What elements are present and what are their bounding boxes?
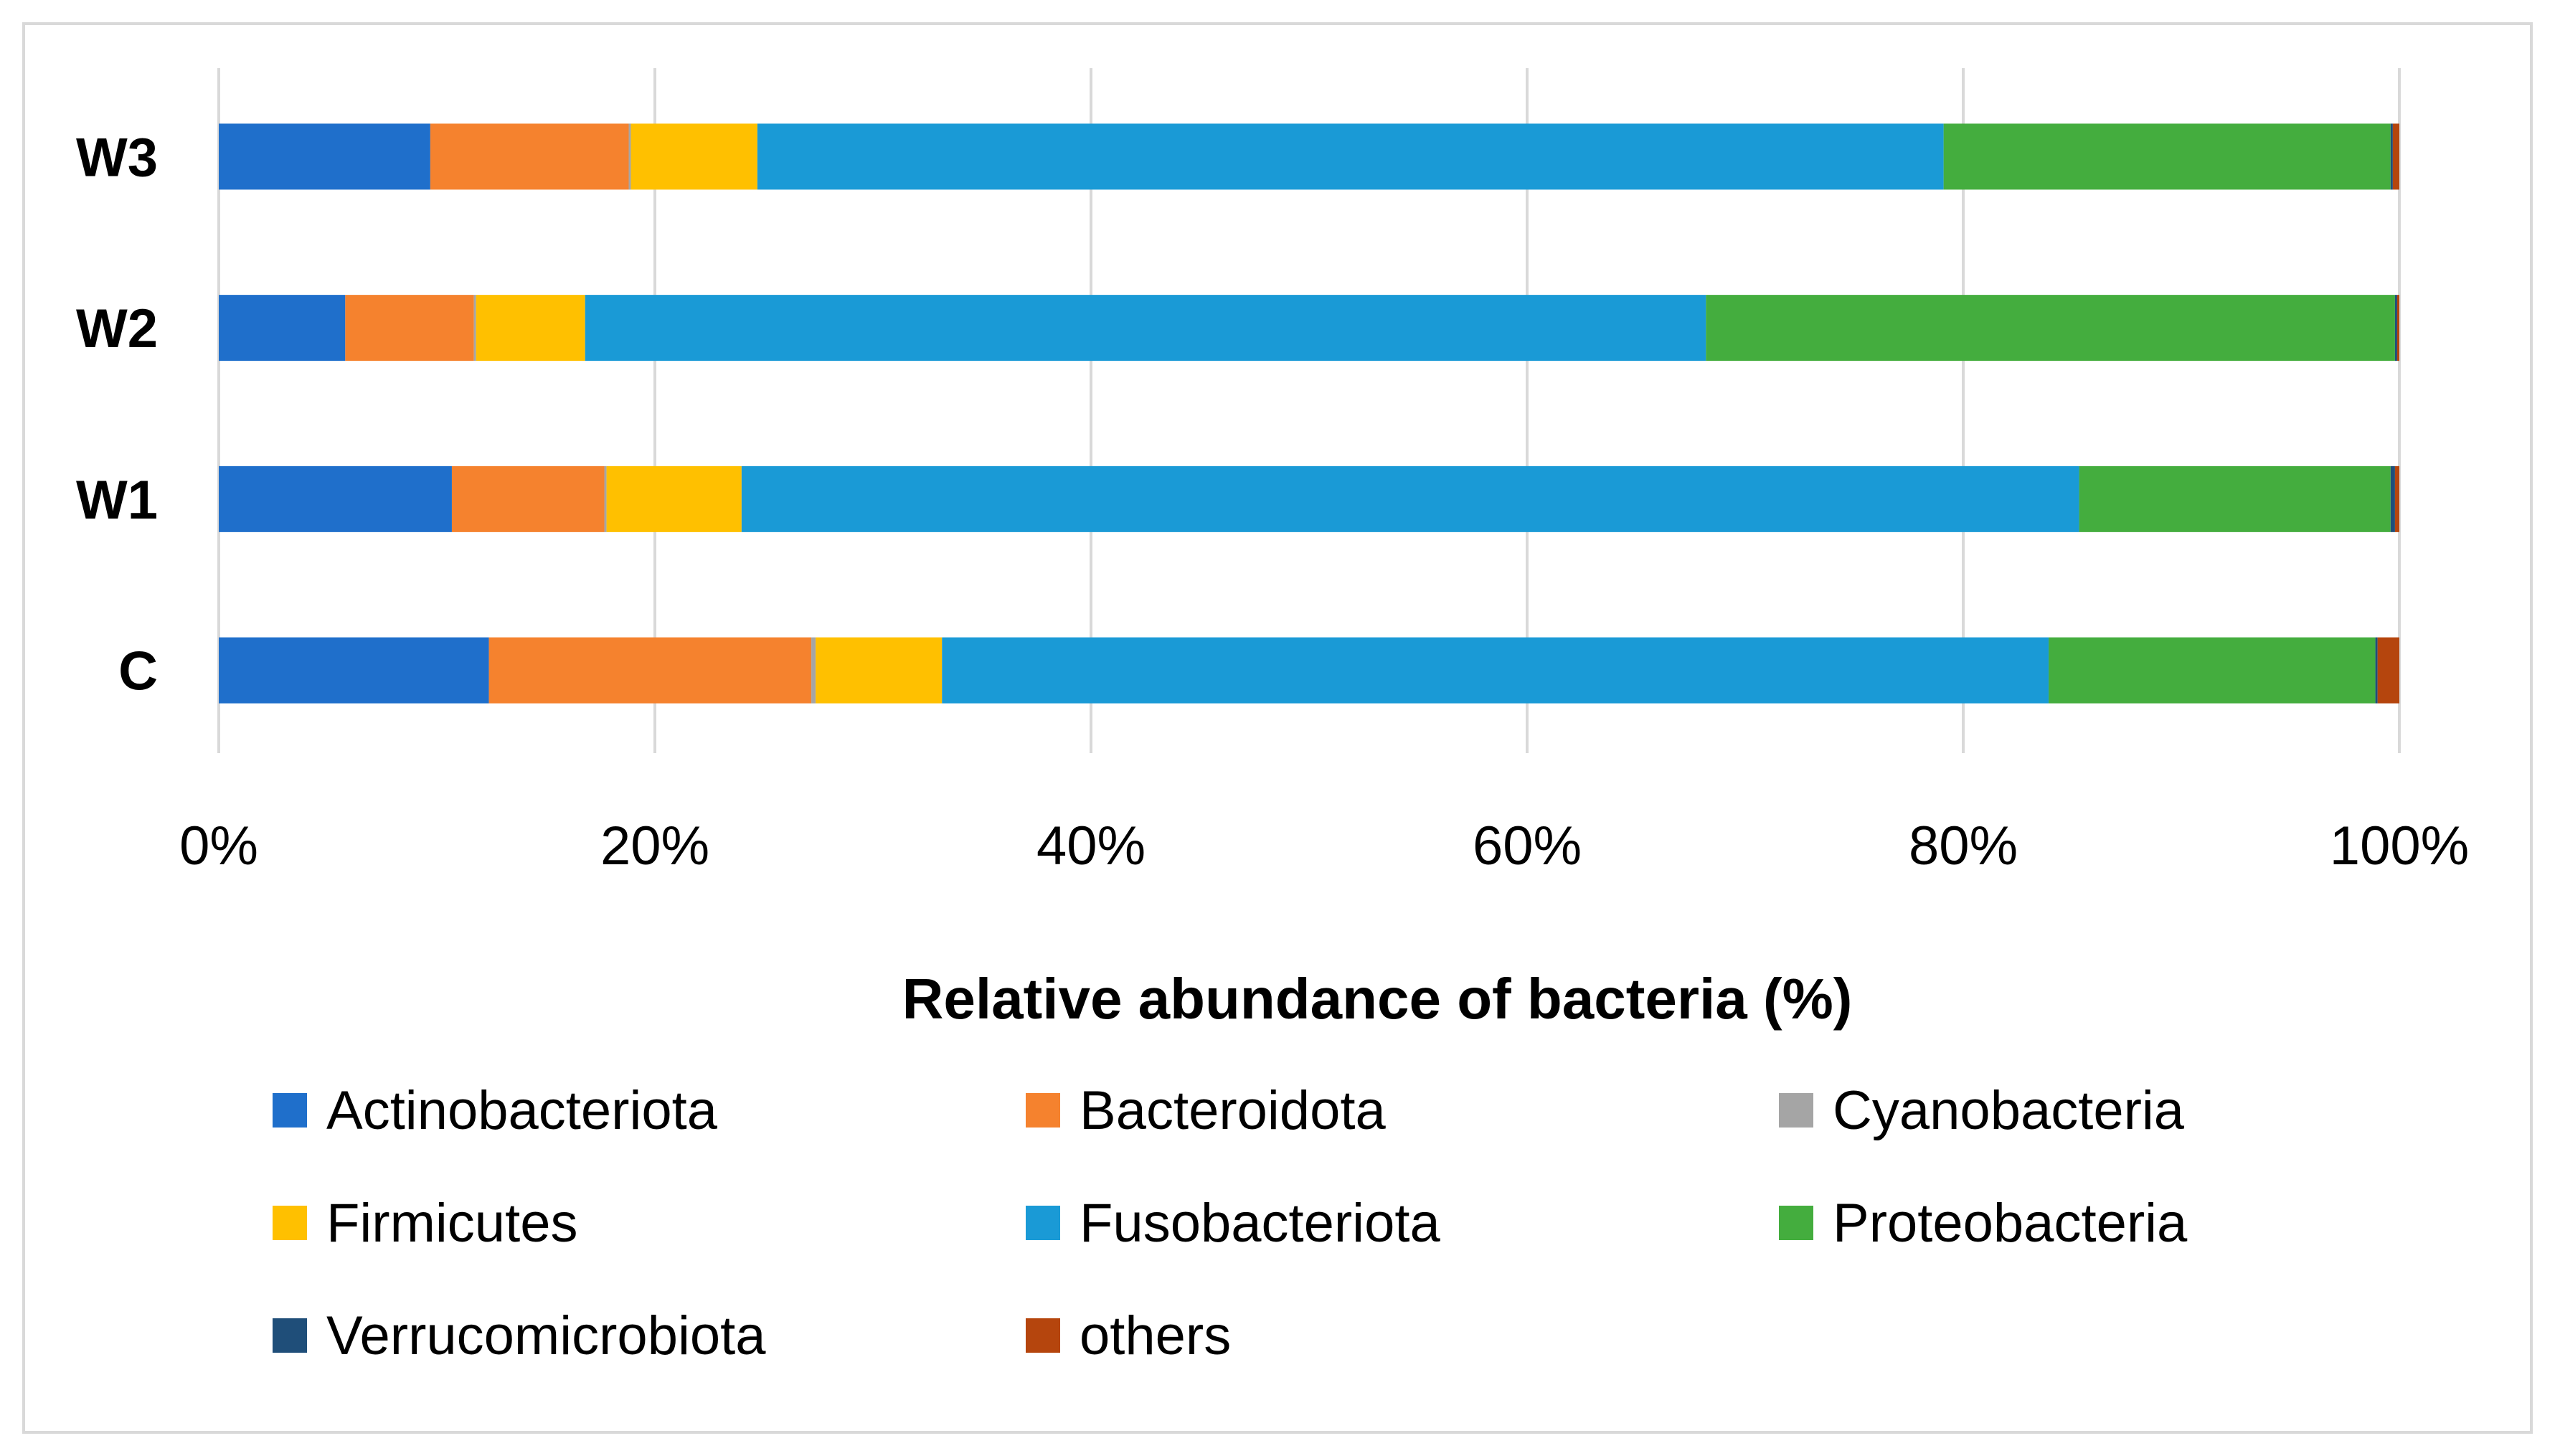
legend-label: Fusobacteriota	[1080, 1193, 1440, 1254]
bar-segment	[488, 637, 812, 704]
bar-segment	[2394, 295, 2397, 361]
bar-segment	[451, 465, 605, 532]
x-tick-label: 20%	[600, 816, 709, 876]
x-tick-label: 40%	[1036, 816, 1146, 876]
bar-segment	[816, 637, 943, 704]
legend-swatch	[1026, 1206, 1060, 1240]
bar-segment	[2390, 123, 2393, 190]
legend-swatch	[1026, 1093, 1060, 1128]
bar-segment	[2375, 637, 2378, 704]
bar-segment	[2079, 465, 2391, 532]
bar-segment	[604, 465, 607, 532]
bars	[219, 123, 2399, 704]
legend-swatch	[1026, 1318, 1060, 1353]
bar-segment	[606, 465, 742, 532]
x-tick-label: 60%	[1473, 816, 1582, 876]
legend-swatch	[1779, 1206, 1813, 1240]
bar-segment	[473, 295, 476, 361]
bar-segment	[2396, 295, 2399, 361]
bar-segment	[585, 295, 1706, 361]
chart-border	[22, 22, 2533, 1434]
bar-segment	[2394, 465, 2399, 532]
bar-segment	[430, 123, 629, 190]
legend-label: Proteobacteria	[1833, 1193, 2188, 1254]
legend-label: Cyanobacteria	[1833, 1080, 2185, 1141]
x-tick-label: 100%	[2330, 816, 2469, 876]
bar-segment	[1706, 295, 2395, 361]
bar-segment	[628, 123, 631, 190]
bar-segment	[2392, 123, 2399, 190]
legend-label: others	[1080, 1305, 1231, 1366]
legend-swatch	[273, 1093, 307, 1128]
bar-segment	[476, 295, 585, 361]
bar-segment	[2049, 637, 2376, 704]
x-tick-label: 0%	[179, 816, 258, 876]
bar-segment	[2390, 465, 2395, 532]
legend-swatch	[273, 1206, 307, 1240]
legend: Actinobacteriota Bacteroidota Cyanobacteri…	[273, 1080, 2188, 1366]
bar-segment	[741, 465, 2079, 532]
category-label: W3	[76, 127, 158, 188]
category-label: W2	[76, 298, 158, 359]
legend-swatch	[1779, 1093, 1813, 1128]
legend-label: Bacteroidota	[1080, 1080, 1386, 1141]
legend-label: Verrucomicrobiota	[326, 1305, 766, 1366]
bar-segment	[631, 123, 757, 190]
bar-segment	[345, 295, 474, 361]
category-labels: C W1 W2 W3	[76, 127, 158, 701]
legend-label: Actinobacteriota	[326, 1080, 718, 1141]
bar-segment	[1943, 123, 2391, 190]
x-axis-title: Relative abundance of bacteria (%)	[902, 967, 1853, 1031]
bar-segment	[942, 637, 2049, 704]
legend-label: Firmicutes	[326, 1193, 577, 1254]
bar-segment	[757, 123, 1944, 190]
category-label: W1	[76, 470, 158, 531]
legend-swatch	[273, 1318, 307, 1353]
x-tick-labels: 0% 20% 40% 60% 80% 100%	[179, 816, 2469, 876]
bar-segment	[2377, 637, 2399, 704]
x-tick-label: 80%	[1909, 816, 2018, 876]
bar-segment	[219, 295, 346, 361]
bar-segment	[219, 465, 452, 532]
bar-segment	[219, 123, 430, 190]
category-label: C	[118, 641, 158, 702]
bar-segment	[811, 637, 816, 704]
bar-segment	[219, 637, 489, 704]
